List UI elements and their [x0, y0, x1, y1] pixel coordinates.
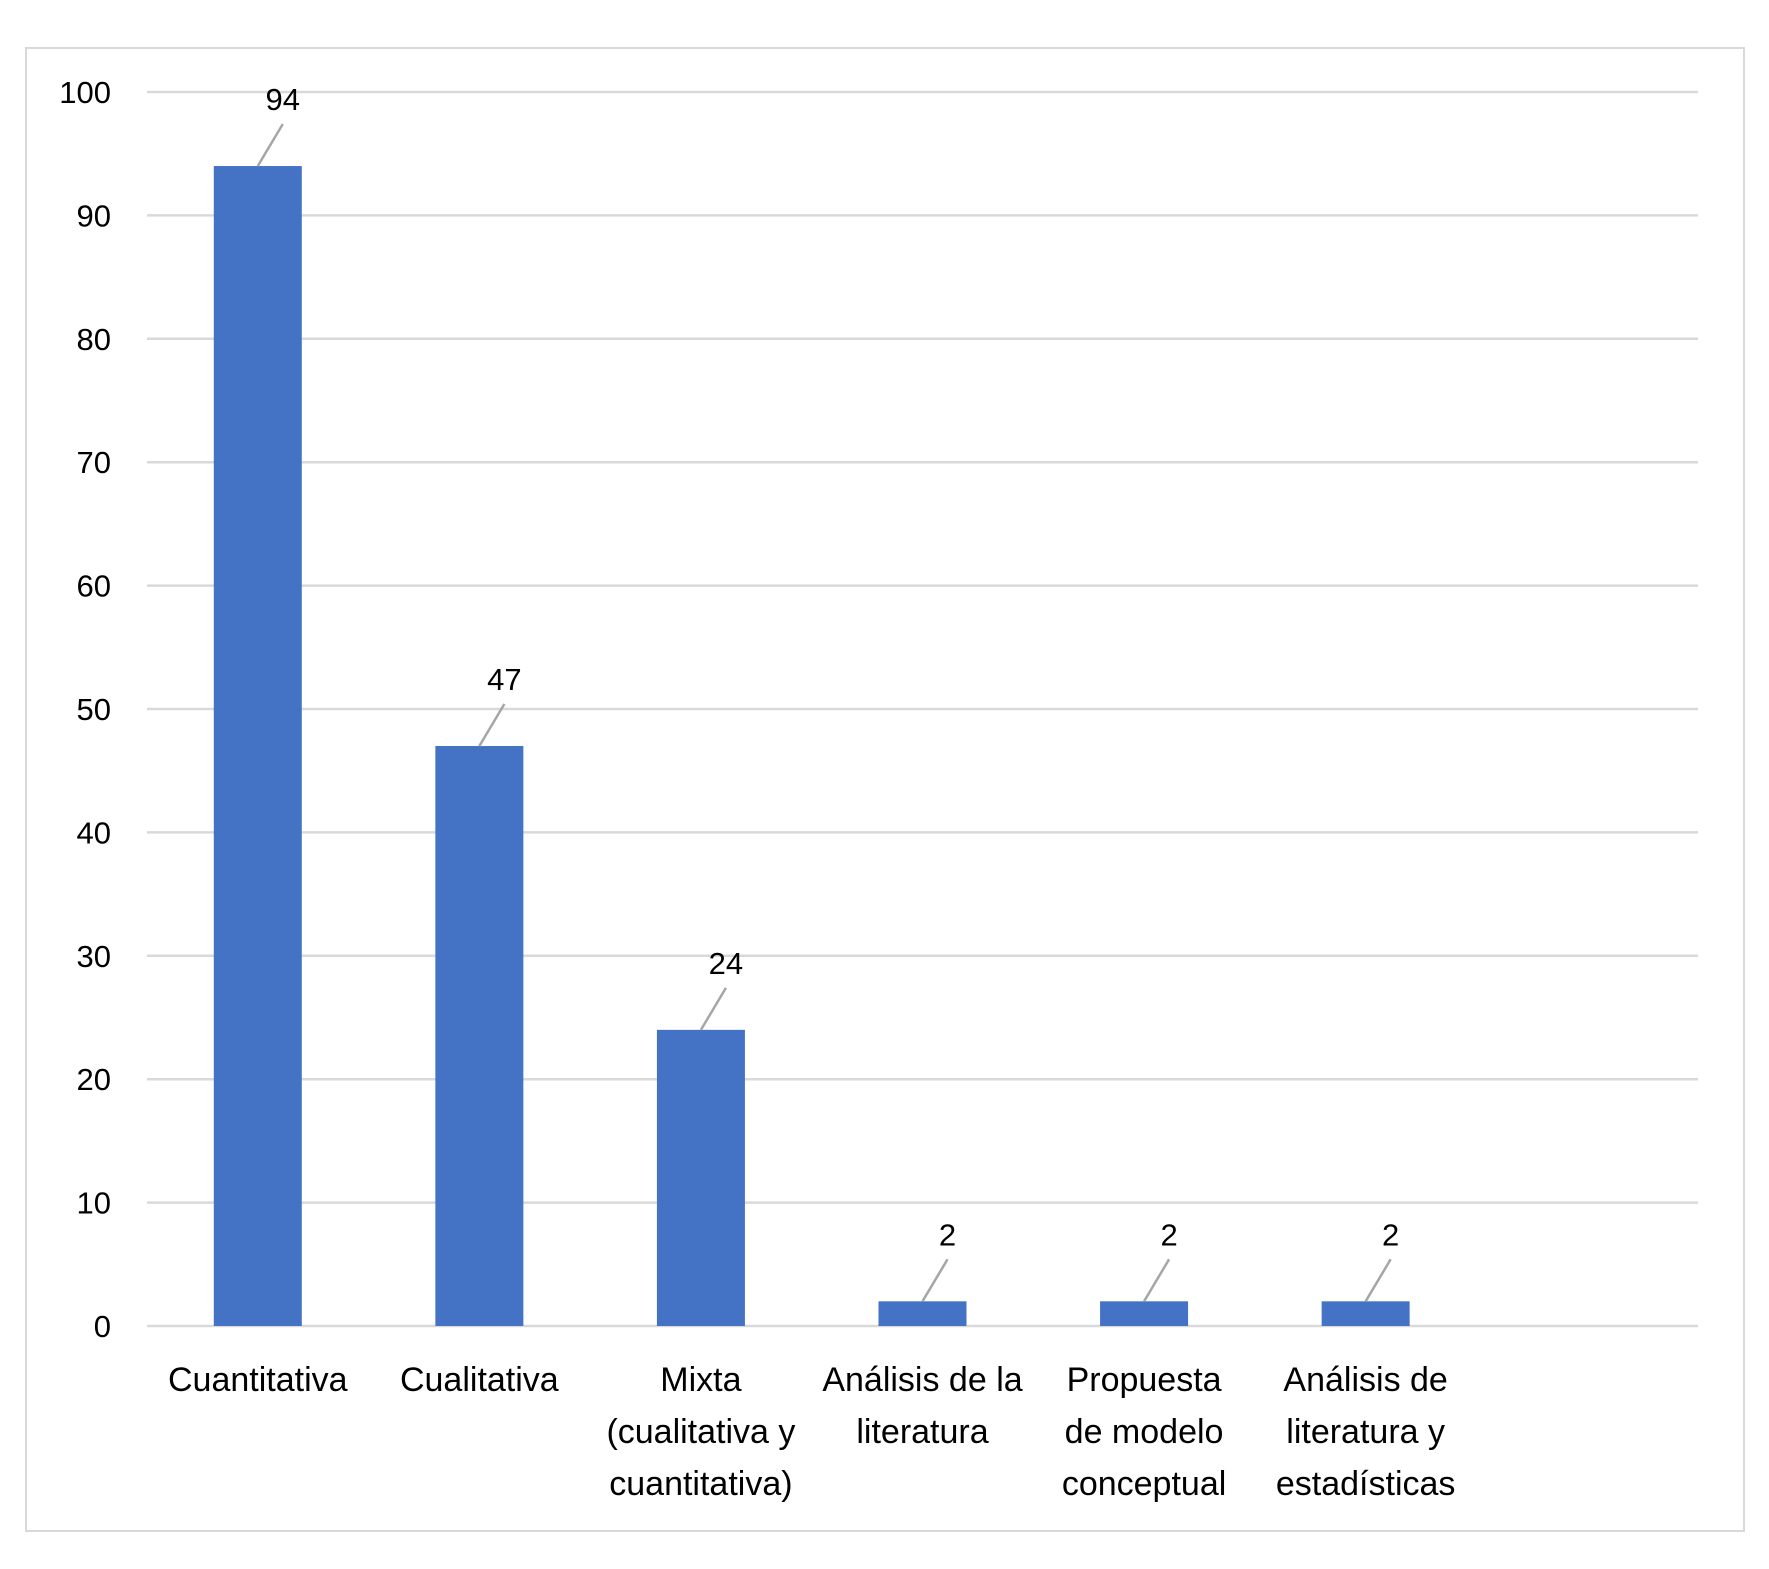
x-tick-label: Cualitativa: [400, 1361, 559, 1399]
data-label: 24: [709, 946, 743, 981]
x-tick-label: Análisis de: [1283, 1361, 1447, 1399]
x-tick-label: Propuesta: [1067, 1361, 1222, 1399]
y-tick-label: 60: [77, 569, 111, 604]
y-tick-label: 80: [77, 322, 111, 357]
data-label: 47: [487, 662, 521, 697]
bar: [435, 746, 524, 1326]
y-tick-label: 100: [59, 75, 111, 110]
data-label: 2: [1160, 1217, 1177, 1252]
data-label-leader-line: [921, 1258, 949, 1302]
x-tick-label: Cuantitativa: [168, 1361, 348, 1399]
bar: [878, 1301, 967, 1326]
data-label: 2: [1382, 1217, 1399, 1252]
bar: [213, 166, 302, 1326]
y-tick-label: 70: [77, 445, 111, 480]
x-tick-label: literatura y: [1286, 1413, 1445, 1451]
x-tick-label: (cualitativa y: [606, 1413, 795, 1451]
data-label-leader-line: [478, 703, 506, 747]
bar: [1321, 1301, 1410, 1326]
y-tick-label: 90: [77, 198, 111, 233]
x-tick-label: cuantitativa): [609, 1465, 792, 1503]
data-label-leader-line: [256, 123, 284, 167]
data-label-leader-line: [1364, 1258, 1392, 1302]
data-label: 94: [266, 82, 300, 117]
x-tick-label: conceptual: [1062, 1465, 1226, 1503]
data-label-leader-line: [699, 987, 728, 1031]
chart-area: [25, 47, 1745, 1532]
data-label-leader-line: [1142, 1258, 1171, 1302]
y-tick-label: 30: [77, 939, 111, 974]
x-tick-label: Mixta: [660, 1361, 741, 1399]
x-tick-label: literatura: [856, 1413, 988, 1451]
y-tick-label: 10: [77, 1186, 111, 1221]
x-tick-label: de modelo: [1065, 1413, 1224, 1451]
bar: [1100, 1301, 1189, 1326]
y-tick-label: 40: [77, 815, 111, 850]
x-tick-label: Análisis de la: [822, 1361, 1022, 1399]
y-tick-label: 50: [77, 692, 111, 727]
x-tick-label: estadísticas: [1276, 1465, 1456, 1503]
y-tick-label: 0: [94, 1309, 111, 1344]
bar: [656, 1029, 745, 1326]
y-tick-label: 20: [77, 1062, 111, 1097]
data-label: 2: [939, 1217, 956, 1252]
